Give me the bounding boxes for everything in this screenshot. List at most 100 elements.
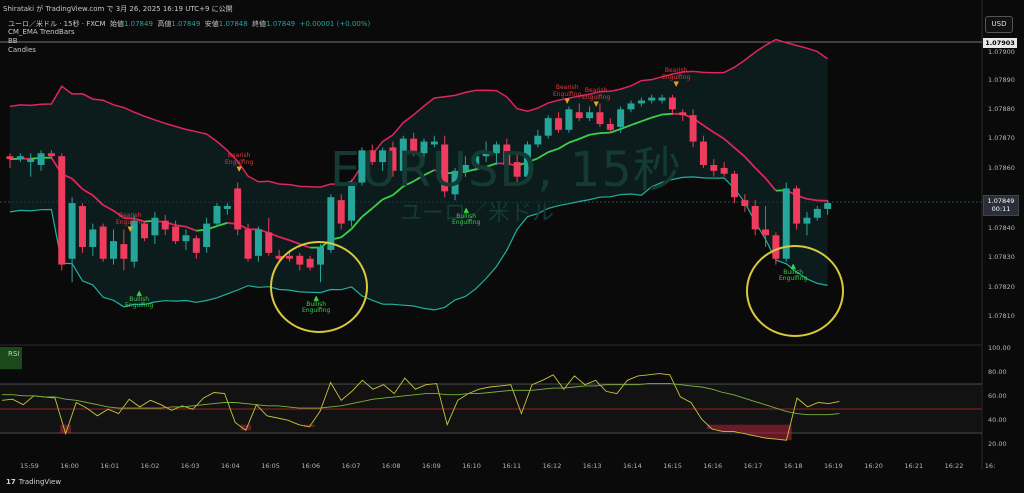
currency-button[interactable]: USD <box>985 16 1013 33</box>
highlight-circle-2 <box>746 245 844 337</box>
ema-segment <box>713 131 725 140</box>
arrow-up-icon: ▲ <box>463 206 469 214</box>
candle-body <box>555 118 563 130</box>
ema-segment <box>754 167 767 179</box>
candle-body <box>120 244 128 259</box>
bearish-engulfing-label: Bearish Engulfing ▼ <box>553 84 582 105</box>
last-price-box: 1.07849 00:11 <box>983 195 1019 216</box>
time-tick: 16:17 <box>743 462 763 470</box>
candle-body <box>47 153 55 157</box>
rsi-oversold-bar <box>706 424 718 430</box>
candle-body <box>358 150 366 183</box>
candle-body <box>430 141 438 145</box>
ema-segment <box>661 112 673 116</box>
ema-segment <box>610 128 621 134</box>
ema-segment <box>806 197 818 202</box>
symbol-name: ユーロ／米ドル · 15秒 · FXCM <box>8 20 106 28</box>
candle-body <box>813 208 821 218</box>
candle-body <box>6 156 14 160</box>
time-tick: 16:20 <box>864 462 883 470</box>
ema-segment <box>340 228 353 239</box>
candle-body <box>679 112 687 116</box>
rsi-label[interactable]: RSI <box>8 350 20 358</box>
candle-body <box>327 197 335 250</box>
candle-body <box>544 118 552 136</box>
candle-body <box>689 115 697 142</box>
candle-body <box>410 138 418 154</box>
candle-body <box>348 182 356 221</box>
price-tick: 1.07830 <box>988 253 1015 261</box>
footer-brand[interactable]: 17 TradingView <box>6 478 61 486</box>
ema-segment <box>485 162 497 168</box>
candle-body <box>37 153 45 165</box>
candle-body <box>658 97 666 101</box>
top-price-label: 1.07903 <box>983 38 1017 48</box>
candle-body <box>223 206 231 209</box>
candle-body <box>27 159 35 163</box>
candle-body <box>699 141 707 165</box>
candle-body <box>534 135 542 145</box>
candle-body <box>110 241 117 259</box>
candle-body <box>244 229 252 259</box>
ema-segment <box>702 124 715 134</box>
time-tick: 16:08 <box>381 462 401 470</box>
ema-segment <box>289 239 301 245</box>
candle-body <box>492 144 500 154</box>
candle-body <box>617 109 625 127</box>
candle-body <box>16 156 24 160</box>
indicator-bb[interactable]: BB <box>8 37 18 45</box>
candle-body <box>668 97 676 110</box>
time-tick: 16:05 <box>261 462 280 470</box>
publish-header: Shirataki が TradingView.com で 3月 26, 202… <box>3 5 233 13</box>
ema-segment <box>620 124 632 130</box>
bb-lower-line <box>9 176 828 311</box>
ema-segment <box>465 168 476 173</box>
indicator-candles[interactable]: Candles <box>8 46 36 54</box>
candle-body <box>451 170 459 195</box>
candle-body <box>420 141 428 154</box>
high-label: 高値 <box>157 20 172 28</box>
candle-body <box>513 162 521 177</box>
ema-segment <box>81 188 94 197</box>
candle-body <box>141 223 149 239</box>
ema-segment <box>112 209 125 219</box>
candle-body <box>213 206 221 224</box>
arrow-up-icon: ▲ <box>790 262 796 270</box>
candle-body <box>586 112 594 119</box>
ema-segment <box>382 194 394 201</box>
bar-countdown: 00:11 <box>991 205 1011 213</box>
arrow-down-icon: ▼ <box>593 100 599 108</box>
ema-segment <box>589 132 601 136</box>
candle-body <box>751 206 759 230</box>
time-tick: 16: <box>984 462 996 470</box>
candle-body <box>399 138 407 171</box>
time-tick: 16:11 <box>502 462 522 470</box>
rsi-overbought-block <box>0 347 22 370</box>
candle-body <box>182 235 190 242</box>
open-label: 始値 <box>109 20 124 28</box>
candle-body <box>275 255 283 259</box>
candle-body <box>565 109 573 130</box>
price-tick: 1.07880 <box>988 105 1015 113</box>
ema-segment <box>578 133 590 140</box>
symbol-info[interactable]: ユーロ／米ドル · 15秒 · FXCM 始値1.07849 高値1.07849… <box>8 19 370 29</box>
candle-body <box>793 188 801 224</box>
bullish-engulfing-label: ▲ Bullish Engulfing <box>125 289 154 309</box>
bearish-engulfing-label: Bearish Engulfing ▼ <box>225 152 254 173</box>
ema-segment <box>371 198 384 210</box>
ema-segment <box>216 222 228 227</box>
indicator-ema-trendbars[interactable]: CM_EMA TrendBars <box>8 28 75 36</box>
ema-segment <box>185 225 197 232</box>
candle-body <box>606 123 614 130</box>
high-value: 1.07849 <box>171 20 201 28</box>
bearish-engulfing-label: Bearish Engulfing ▼ <box>662 67 691 88</box>
candle-body <box>254 229 262 256</box>
ema-segment <box>733 147 746 158</box>
highlight-circle-1 <box>270 241 368 333</box>
time-tick: 16:02 <box>140 462 160 470</box>
candle-body <box>627 103 635 110</box>
rsi-oversold-bar <box>728 424 739 432</box>
candle-body <box>99 226 107 259</box>
candle-body <box>130 220 138 262</box>
